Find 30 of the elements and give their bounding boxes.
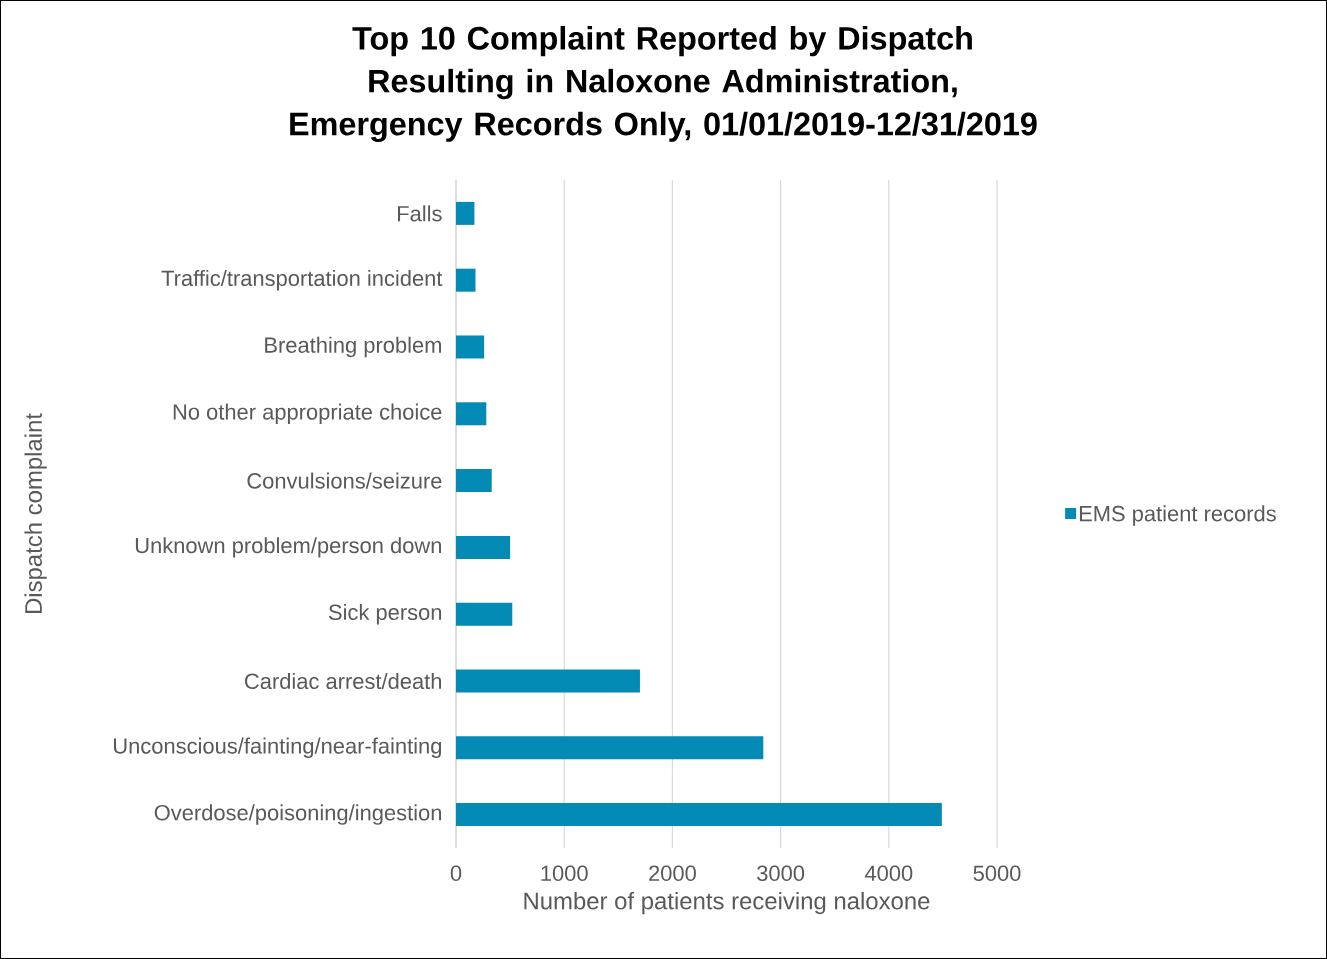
y-tick-label: Overdose/poisoning/ingestion xyxy=(154,804,442,825)
y-tick-label: Convulsions/seizure xyxy=(247,472,442,489)
bar xyxy=(456,602,513,626)
x-tick-label: 2000 xyxy=(649,865,696,882)
y-axis-title: Dispatch complaint xyxy=(24,413,47,614)
x-tick-label: 1000 xyxy=(541,865,588,882)
x-tick-label: 0 xyxy=(450,865,462,882)
x-axis-title: Number of patients receiving naloxone xyxy=(524,891,930,915)
bar xyxy=(456,803,942,827)
bar xyxy=(456,268,476,292)
y-tick-label: Unknown problem/person down xyxy=(135,537,441,558)
bar xyxy=(456,335,485,359)
y-tick-label: Breathing problem xyxy=(265,336,441,358)
chart-title: Top 10 Complaint Reported by Dispatch Resulting in Naloxone Administration, Emergency Records Only, 01/01/2019-12/31/2019 xyxy=(290,26,1037,142)
y-tick-label: Sick person xyxy=(328,603,442,625)
y-tick-label: Traffic/transportation incident xyxy=(161,269,443,291)
legend-label: EMS patient records xyxy=(1079,505,1276,526)
y-tick-label: Falls xyxy=(398,205,442,222)
bar xyxy=(456,402,487,426)
bar xyxy=(456,201,475,225)
bar xyxy=(456,535,511,559)
bar xyxy=(456,469,492,493)
bar xyxy=(456,669,640,693)
y-tick-label: No other appropriate choice xyxy=(173,403,442,424)
x-tick-label: 5000 xyxy=(973,865,1021,882)
x-tick-label: 3000 xyxy=(757,865,805,882)
y-tick-label: Unconscious/fainting/near-fainting xyxy=(113,737,442,759)
x-tick-label: 4000 xyxy=(864,865,913,882)
y-tick-label: Cardiac arrest/death xyxy=(245,672,442,690)
bar xyxy=(456,736,764,760)
